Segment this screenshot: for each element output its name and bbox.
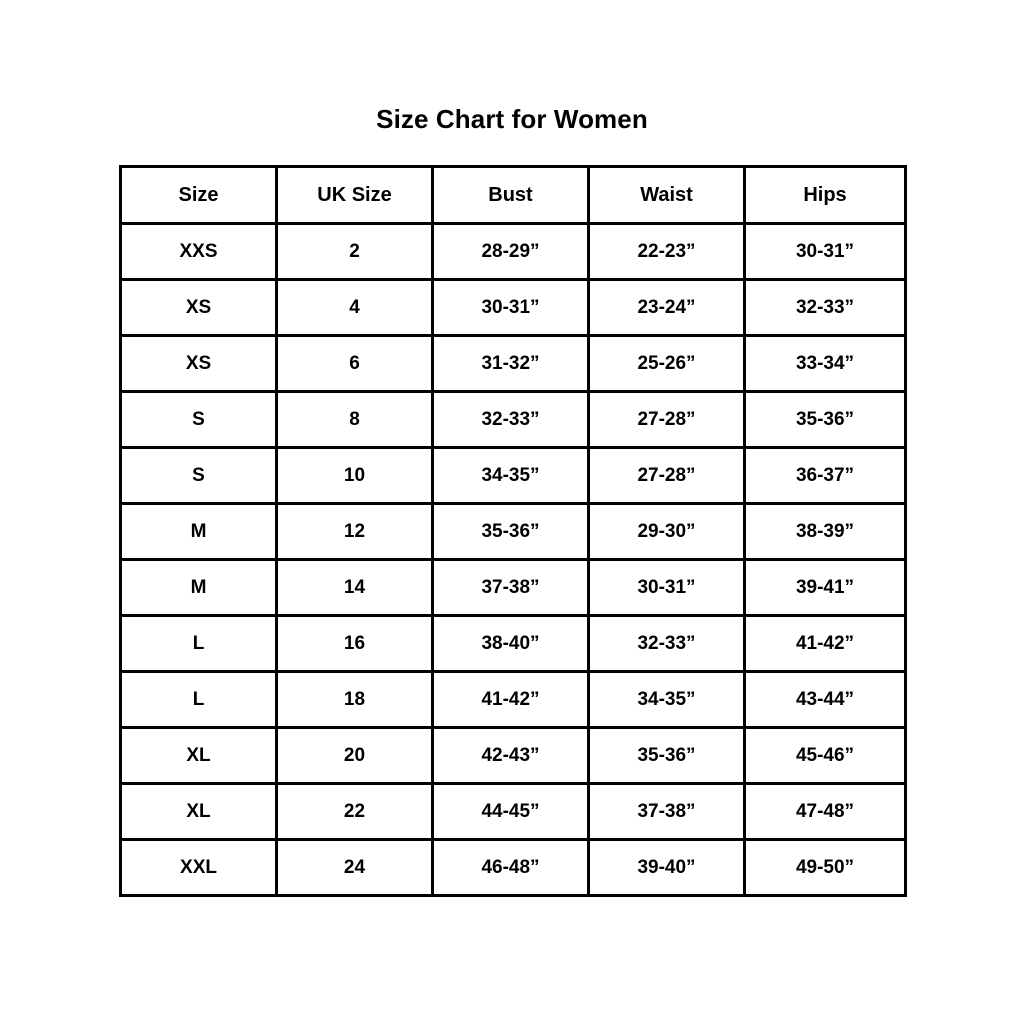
cell-uk-size: 18 — [275, 670, 434, 729]
cell-bust: 41-42” — [431, 670, 590, 729]
cell-hips: 41-42” — [743, 614, 907, 673]
table-row: XS 6 31-32” 25-26” 33-34” — [119, 334, 907, 393]
cell-hips: 36-37” — [743, 446, 907, 505]
cell-waist: 37-38” — [587, 782, 746, 841]
cell-waist: 27-28” — [587, 446, 746, 505]
cell-hips: 30-31” — [743, 222, 907, 281]
cell-waist: 34-35” — [587, 670, 746, 729]
cell-uk-size: 20 — [275, 726, 434, 785]
cell-size: S — [119, 390, 278, 449]
cell-uk-size: 16 — [275, 614, 434, 673]
cell-bust: 44-45” — [431, 782, 590, 841]
cell-uk-size: 8 — [275, 390, 434, 449]
cell-size: L — [119, 614, 278, 673]
cell-hips: 45-46” — [743, 726, 907, 785]
cell-waist: 39-40” — [587, 838, 746, 897]
cell-size: XS — [119, 278, 278, 337]
table-row: XXL 24 46-48” 39-40” 49-50” — [119, 838, 907, 897]
cell-uk-size: 14 — [275, 558, 434, 617]
column-header-waist: Waist — [587, 165, 746, 225]
cell-hips: 39-41” — [743, 558, 907, 617]
column-header-hips: Hips — [743, 165, 907, 225]
cell-bust: 38-40” — [431, 614, 590, 673]
cell-bust: 42-43” — [431, 726, 590, 785]
cell-size: XL — [119, 782, 278, 841]
table-row: XS 4 30-31” 23-24” 32-33” — [119, 278, 907, 337]
column-header-bust: Bust — [431, 165, 590, 225]
cell-hips: 32-33” — [743, 278, 907, 337]
table-row: M 12 35-36” 29-30” 38-39” — [119, 502, 907, 561]
cell-waist: 32-33” — [587, 614, 746, 673]
cell-waist: 35-36” — [587, 726, 746, 785]
cell-size: XXL — [119, 838, 278, 897]
cell-uk-size: 6 — [275, 334, 434, 393]
cell-uk-size: 12 — [275, 502, 434, 561]
cell-size: XXS — [119, 222, 278, 281]
cell-uk-size: 10 — [275, 446, 434, 505]
table-row: XL 22 44-45” 37-38” 47-48” — [119, 782, 907, 841]
cell-bust: 32-33” — [431, 390, 590, 449]
cell-uk-size: 2 — [275, 222, 434, 281]
table-row: M 14 37-38” 30-31” 39-41” — [119, 558, 907, 617]
cell-waist: 22-23” — [587, 222, 746, 281]
table-row: S 8 32-33” 27-28” 35-36” — [119, 390, 907, 449]
cell-size: M — [119, 558, 278, 617]
cell-hips: 43-44” — [743, 670, 907, 729]
cell-hips: 35-36” — [743, 390, 907, 449]
cell-bust: 30-31” — [431, 278, 590, 337]
cell-bust: 35-36” — [431, 502, 590, 561]
cell-waist: 25-26” — [587, 334, 746, 393]
cell-bust: 37-38” — [431, 558, 590, 617]
cell-hips: 47-48” — [743, 782, 907, 841]
table-row: XXS 2 28-29” 22-23” 30-31” — [119, 222, 907, 281]
table-header-row: Size UK Size Bust Waist Hips — [119, 165, 907, 225]
cell-size: M — [119, 502, 278, 561]
size-chart-table: Size UK Size Bust Waist Hips XXS 2 28-29… — [119, 165, 907, 897]
cell-size: XS — [119, 334, 278, 393]
cell-uk-size: 24 — [275, 838, 434, 897]
column-header-uk-size: UK Size — [275, 165, 434, 225]
cell-size: L — [119, 670, 278, 729]
cell-hips: 33-34” — [743, 334, 907, 393]
cell-bust: 28-29” — [431, 222, 590, 281]
page-title: Size Chart for Women — [376, 104, 648, 134]
column-header-size: Size — [119, 165, 278, 225]
cell-uk-size: 22 — [275, 782, 434, 841]
cell-bust: 31-32” — [431, 334, 590, 393]
cell-size: XL — [119, 726, 278, 785]
cell-uk-size: 4 — [275, 278, 434, 337]
cell-hips: 49-50” — [743, 838, 907, 897]
cell-waist: 27-28” — [587, 390, 746, 449]
table-row: L 18 41-42” 34-35” 43-44” — [119, 670, 907, 729]
cell-hips: 38-39” — [743, 502, 907, 561]
table-row: XL 20 42-43” 35-36” 45-46” — [119, 726, 907, 785]
cell-waist: 29-30” — [587, 502, 746, 561]
cell-bust: 34-35” — [431, 446, 590, 505]
cell-size: S — [119, 446, 278, 505]
cell-bust: 46-48” — [431, 838, 590, 897]
size-table-container: Size UK Size Bust Waist Hips XXS 2 28-29… — [119, 165, 907, 897]
cell-waist: 23-24” — [587, 278, 746, 337]
table-row: L 16 38-40” 32-33” 41-42” — [119, 614, 907, 673]
table-row: S 10 34-35” 27-28” 36-37” — [119, 446, 907, 505]
cell-waist: 30-31” — [587, 558, 746, 617]
